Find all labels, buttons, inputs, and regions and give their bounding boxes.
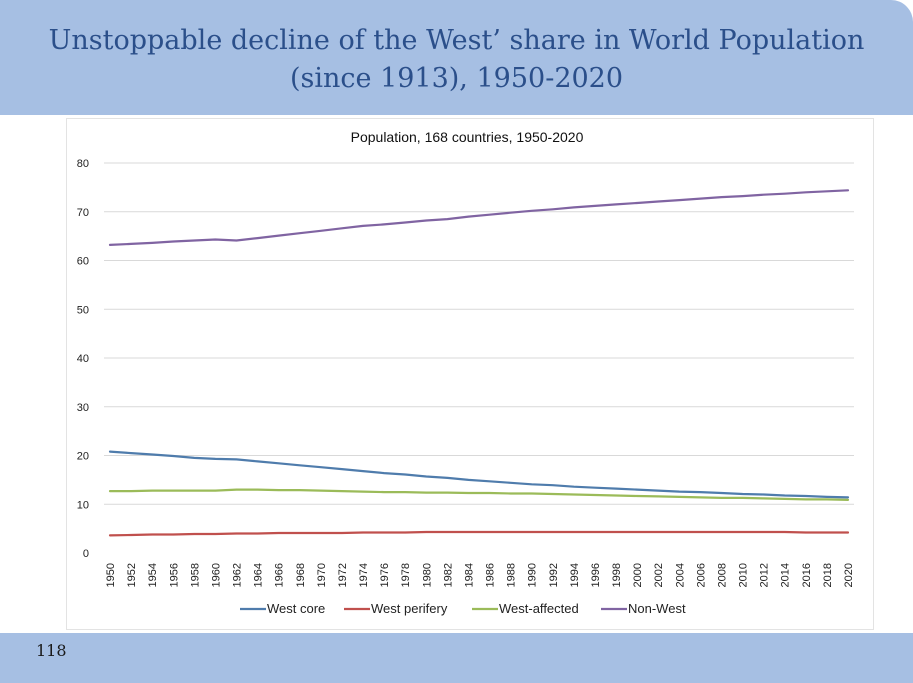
x-tick-label-2010: 2010: [738, 563, 750, 587]
x-tick-label-1982: 1982: [442, 563, 454, 587]
x-tick-label-1972: 1972: [337, 563, 349, 587]
x-tick-label-2016: 2016: [801, 563, 813, 587]
x-tick-label-2004: 2004: [674, 563, 686, 587]
x-tick-label-2020: 2020: [843, 563, 855, 587]
chart-frame: Population, 168 countries, 1950-2020 0 10…: [66, 118, 874, 630]
y-tick-label-0: 0: [83, 548, 89, 560]
x-tick-label-2014: 2014: [780, 563, 792, 587]
y-tick-label-70: 70: [77, 207, 89, 219]
x-tick-label-2000: 2000: [632, 563, 644, 587]
x-tick-label-1994: 1994: [569, 563, 581, 587]
series-line-non-west: [108, 189, 850, 247]
y-tick-label-60: 60: [77, 256, 89, 268]
y-tick-label-80: 80: [77, 158, 89, 170]
x-tick-label-2012: 2012: [759, 563, 771, 587]
legend-label-west-affected: West-affected: [499, 601, 579, 616]
legend-label-non-west: Non-West: [628, 601, 686, 616]
x-tick-label-1964: 1964: [253, 563, 265, 587]
x-tick-label-1970: 1970: [316, 563, 328, 587]
x-tick-label-2006: 2006: [695, 563, 707, 587]
population-line-chart: Population, 168 countries, 1950-2020 0 10…: [77, 129, 855, 616]
y-tick-label-10: 10: [77, 499, 89, 511]
x-tick-label-1980: 1980: [421, 563, 433, 587]
x-tick-label-2018: 2018: [822, 563, 834, 587]
x-tick-label-1978: 1978: [400, 563, 412, 587]
series-line-west-core: [108, 450, 850, 499]
slide-footer-band: [0, 633, 913, 683]
x-tick-label-1992: 1992: [548, 563, 560, 587]
y-tick-label-20: 20: [77, 451, 89, 463]
legend-label-west-perifery: West perifery: [371, 601, 448, 616]
slide-title-line-2: (since 1913), 1950-2020: [289, 63, 624, 94]
x-axis-labels: 1950 1952 1954 1956 1958 1960 1962 1964 1966 1968…: [105, 563, 855, 587]
chart-legend: West core West perifery West-affected Non-W…: [240, 601, 686, 616]
x-tick-label-1984: 1984: [463, 563, 475, 587]
x-tick-label-1958: 1958: [189, 563, 201, 587]
y-tick-label-40: 40: [77, 353, 89, 365]
x-tick-label-1996: 1996: [590, 563, 602, 587]
x-tick-label-1962: 1962: [232, 563, 244, 587]
x-tick-label-1986: 1986: [485, 563, 497, 587]
x-tick-label-1956: 1956: [168, 563, 180, 587]
slide-title: Unstoppable decline of the West’ share i…: [0, 22, 913, 98]
x-tick-label-1974: 1974: [358, 563, 370, 587]
series-line-west-affected: [108, 488, 850, 501]
series-line-west-perifery: [108, 530, 850, 537]
legend-label-west-core: West core: [267, 601, 325, 616]
x-tick-label-1990: 1990: [527, 563, 539, 587]
y-tick-label-50: 50: [77, 304, 89, 316]
x-tick-label-1966: 1966: [274, 563, 286, 587]
y-axis-labels: 0 10 20 30 40 50 60 70 80: [77, 158, 89, 560]
x-tick-label-1950: 1950: [105, 563, 117, 587]
chart-series-lines: [108, 189, 850, 537]
x-tick-label-2002: 2002: [653, 563, 665, 587]
slide-number: 118: [36, 641, 67, 660]
x-tick-label-1976: 1976: [379, 563, 391, 587]
slide-header-band: [0, 0, 913, 115]
y-tick-label-30: 30: [77, 402, 89, 414]
chart-title: Population, 168 countries, 1950-2020: [351, 129, 584, 145]
x-tick-label-1968: 1968: [295, 563, 307, 587]
chart-gridlines: [104, 162, 854, 505]
x-tick-label-1952: 1952: [126, 563, 138, 587]
x-tick-label-1960: 1960: [210, 563, 222, 587]
x-tick-label-1998: 1998: [611, 563, 623, 587]
x-tick-label-2008: 2008: [716, 563, 728, 587]
x-tick-label-1954: 1954: [147, 563, 159, 587]
x-tick-label-1988: 1988: [506, 563, 518, 587]
slide-title-line-1: Unstoppable decline of the West’ share i…: [48, 25, 865, 56]
